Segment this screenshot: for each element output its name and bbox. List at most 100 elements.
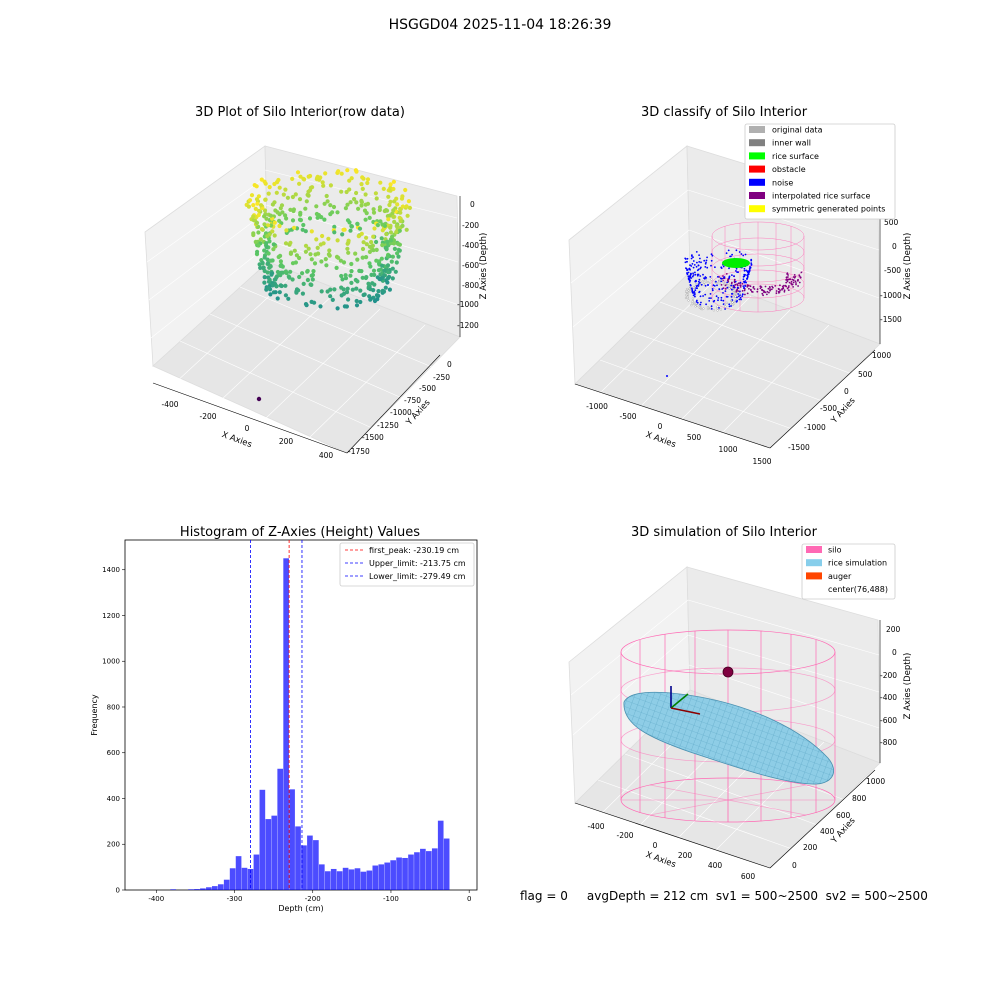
scatter-point (359, 200, 364, 205)
scatter-point (339, 285, 344, 290)
noise-point (691, 291, 694, 294)
scatter-point (263, 197, 268, 202)
original-point (730, 286, 733, 289)
interpolated-point (750, 289, 752, 291)
scatter-points (244, 168, 412, 311)
legend: original data inner wall rice surface obsta… (744, 123, 896, 220)
noise-point (686, 273, 689, 276)
interpolated-point (799, 276, 802, 279)
noise-point (722, 277, 725, 279)
grid-lines (570, 189, 880, 436)
scatter-point (392, 219, 397, 224)
scatter-point (371, 234, 376, 239)
x-tick-label: -200 (616, 831, 633, 840)
scatter-point (349, 261, 354, 267)
scatter-point (368, 287, 373, 292)
silo-wireframe (711, 221, 805, 313)
original-point (692, 301, 696, 304)
noise-point (694, 271, 696, 274)
histogram-bar (354, 868, 361, 890)
noise-point (730, 295, 733, 298)
x-tick-label: 500 (687, 433, 702, 442)
scatter-point (277, 223, 282, 229)
scatter-point (301, 222, 306, 228)
scatter-point (376, 268, 381, 273)
x-tick-labels: -400 -200 0 200 400 (161, 400, 333, 460)
noise-point (739, 290, 741, 293)
noise-point (707, 284, 710, 286)
scatter-point (349, 224, 354, 229)
scatter-point (308, 252, 313, 257)
chart-title: 3D Plot of Silo Interior(row data) (195, 105, 405, 120)
y-tick-label: 0 (116, 887, 120, 895)
y-axis-label: Frequency (90, 694, 99, 736)
noise-point (743, 286, 745, 289)
plot-area (124, 539, 478, 891)
scatter-point (253, 206, 258, 211)
scatter-point (301, 176, 306, 181)
histogram-bar (295, 826, 301, 890)
original-point (685, 293, 689, 296)
scatter-point (353, 168, 358, 173)
z-tick-label: -1200 (457, 321, 479, 330)
y-tick-label: 1400 (102, 566, 120, 574)
quiver-y (670, 693, 689, 709)
noise-point (722, 303, 725, 305)
interpolated-point (795, 282, 797, 284)
interpolated-point (779, 289, 781, 292)
original-point (710, 278, 713, 281)
x-axis-label: X Axies (220, 430, 253, 450)
scatter-point (371, 210, 377, 215)
original-point (716, 309, 719, 312)
scatter-point (256, 212, 261, 218)
x-tick-labels: -400 -200 0 200 400 600 (587, 822, 755, 881)
scatter-point (262, 268, 267, 274)
legend-label: symmetric generated points (772, 205, 885, 214)
y-tick-label: 1000 (872, 351, 891, 360)
noise-point (705, 303, 707, 306)
scatter-point (345, 168, 350, 173)
noise-point (729, 255, 731, 258)
scatter-point (360, 255, 365, 260)
scatter-point (380, 243, 385, 248)
scatter-point (379, 236, 384, 241)
noise-point (708, 300, 711, 302)
noise-point (689, 264, 691, 266)
noise-point (733, 286, 736, 289)
x-tick-label: 600 (741, 872, 756, 881)
scatter-point (304, 199, 309, 204)
scatter-point (385, 254, 390, 259)
interpolated-point (787, 289, 790, 291)
noise-point (716, 284, 718, 287)
noise-point (694, 295, 696, 298)
y-tick-label: 400 (820, 827, 835, 836)
scatter-point (386, 276, 391, 281)
x-tick-label: 1000 (718, 445, 737, 454)
noise-point (744, 253, 747, 256)
noise-point (722, 292, 724, 294)
original-point (706, 281, 710, 284)
scatter-point (381, 186, 386, 191)
scatter-point (328, 203, 333, 208)
noise-point (727, 249, 730, 252)
noise-point (749, 267, 752, 269)
original-point (684, 296, 688, 300)
noise-point (702, 273, 704, 276)
interpolated-point (750, 290, 753, 293)
scatter-point (321, 241, 326, 246)
histogram-bar (372, 865, 379, 890)
noise-point (691, 263, 694, 265)
scatter-point (388, 199, 393, 204)
noise-point (741, 293, 744, 295)
z-tick-label: -200 (462, 221, 479, 230)
noise-point (735, 267, 738, 270)
scatter-point (273, 290, 278, 295)
histogram-bar (431, 848, 438, 890)
x-tick-label: 400 (708, 861, 723, 870)
scatter-point (363, 217, 368, 222)
z-tick-label: -1000 (880, 291, 902, 300)
scatter-point (343, 206, 348, 211)
scatter-point (258, 237, 263, 242)
legend-label: inner wall (772, 139, 811, 148)
scatter-point (332, 230, 337, 235)
